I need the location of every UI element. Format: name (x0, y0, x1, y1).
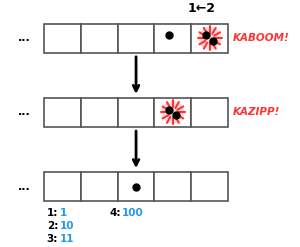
FancyBboxPatch shape (44, 172, 81, 201)
Text: 10: 10 (59, 221, 74, 231)
FancyBboxPatch shape (81, 98, 118, 127)
Text: KABOOM!: KABOOM! (232, 33, 289, 43)
Text: 100: 100 (122, 208, 144, 218)
Text: 1:: 1: (47, 208, 58, 218)
Text: ...: ... (18, 182, 30, 192)
Circle shape (199, 27, 220, 49)
FancyBboxPatch shape (118, 172, 154, 201)
FancyBboxPatch shape (191, 172, 228, 201)
Text: 4:: 4: (109, 208, 121, 218)
Text: 2:: 2: (47, 221, 58, 231)
FancyBboxPatch shape (154, 24, 191, 53)
FancyBboxPatch shape (154, 98, 191, 127)
Circle shape (162, 102, 184, 123)
FancyBboxPatch shape (118, 98, 154, 127)
FancyBboxPatch shape (81, 24, 118, 53)
FancyBboxPatch shape (118, 24, 154, 53)
Text: ...: ... (18, 33, 30, 43)
Text: 3:: 3: (47, 234, 58, 244)
Text: KAZIPP!: KAZIPP! (232, 107, 280, 118)
FancyBboxPatch shape (44, 24, 81, 53)
FancyBboxPatch shape (191, 24, 228, 53)
FancyBboxPatch shape (191, 98, 228, 127)
FancyBboxPatch shape (44, 98, 81, 127)
Text: 1: 1 (59, 208, 67, 218)
Text: 11: 11 (59, 234, 74, 244)
Text: 1←2: 1←2 (187, 2, 215, 16)
Text: ...: ... (18, 107, 30, 118)
FancyBboxPatch shape (81, 172, 118, 201)
FancyBboxPatch shape (154, 172, 191, 201)
